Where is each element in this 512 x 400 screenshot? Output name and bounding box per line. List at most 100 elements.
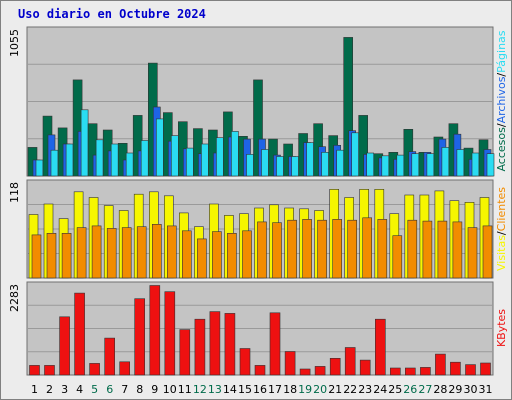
bar-clientes <box>242 230 252 279</box>
ytick-label-middle: 118 <box>8 182 21 203</box>
bar-clientes <box>136 226 147 279</box>
bar-kbytes <box>359 359 371 376</box>
bar-kbytes <box>134 298 145 376</box>
xtick-label: 11 <box>178 383 192 396</box>
bar-archivos <box>261 149 269 177</box>
bar-clientes <box>347 219 358 279</box>
bar-archivos <box>125 152 134 177</box>
bar-archivos <box>50 149 59 177</box>
xtick-label: 18 <box>283 383 297 396</box>
xtick-label: 6 <box>106 383 113 396</box>
bar-archivos <box>366 152 375 177</box>
bar-kbytes <box>465 364 476 376</box>
bar-clientes <box>182 230 192 279</box>
xtick-label: 10 <box>163 383 177 396</box>
bar-archivos <box>186 147 194 177</box>
bar-archivos <box>441 147 450 177</box>
bar-kbytes <box>179 329 191 376</box>
bar-clientes <box>437 220 448 279</box>
legend-entry: / <box>495 231 508 235</box>
bar-clientes <box>76 227 87 279</box>
xtick-label: 29 <box>448 383 462 396</box>
bar-clientes <box>452 221 463 279</box>
xtick-label: 20 <box>313 383 327 396</box>
bar-archivos <box>411 153 420 177</box>
bar-kbytes <box>389 367 401 376</box>
bar-clientes <box>407 219 418 279</box>
bar-archivos <box>35 159 44 177</box>
bar-clientes <box>31 234 42 279</box>
xtick-label: 5 <box>91 383 98 396</box>
xtick-label: 13 <box>208 383 222 396</box>
bar-kbytes <box>254 365 266 376</box>
bar-kbytes <box>420 367 431 376</box>
bar-kbytes <box>44 365 55 376</box>
bar-clientes <box>167 225 177 279</box>
bar-kbytes <box>89 363 100 376</box>
bar-clientes <box>392 235 403 279</box>
xtick-label: 4 <box>76 383 83 396</box>
bar-archivos <box>140 140 149 177</box>
bar-kbytes <box>284 351 296 376</box>
bar-archivos <box>80 109 89 177</box>
legend-entry: Visitas <box>495 235 508 271</box>
bar-clientes <box>106 228 117 279</box>
bar-clientes <box>152 224 162 279</box>
bar-clientes <box>197 238 207 279</box>
bar-archivos <box>171 135 179 177</box>
bar-kbytes <box>59 316 70 376</box>
legend-bottom: KBytes <box>495 309 508 347</box>
bar-kbytes <box>29 365 40 376</box>
bar-archivos <box>381 155 390 177</box>
bar-archivos <box>216 137 224 177</box>
bar-archivos <box>306 142 314 177</box>
bar-kbytes <box>299 368 311 376</box>
bar-archivos <box>246 154 254 177</box>
legend-top: Accesos/Archivos/Páginas <box>495 30 508 171</box>
bar-kbytes <box>239 348 251 376</box>
bar-clientes <box>121 227 132 279</box>
bar-accesos <box>358 115 369 177</box>
bar-clientes <box>212 231 222 279</box>
bar-clientes <box>332 219 343 279</box>
bar-archivos <box>156 118 164 177</box>
bar-archivos <box>276 156 284 177</box>
xtick-label: 7 <box>121 383 128 396</box>
bar-clientes <box>377 219 388 279</box>
bar-archivos <box>396 154 405 177</box>
bar-kbytes <box>314 366 326 376</box>
bar-kbytes <box>194 318 206 376</box>
bar-clientes <box>362 217 373 279</box>
bar-clientes <box>287 219 297 279</box>
bar-archivos <box>65 143 74 177</box>
bar-kbytes <box>450 361 461 376</box>
bar-archivos <box>336 149 345 177</box>
bar-archivos <box>110 143 119 177</box>
bar-kbytes <box>209 311 221 376</box>
xtick-label: 15 <box>238 383 252 396</box>
chart-title: Uso diario en Octubre 2024 <box>18 7 206 21</box>
xtick-label: 12 <box>193 383 207 396</box>
bar-clientes <box>61 233 72 279</box>
bar-kbytes <box>404 367 416 376</box>
bar-accesos <box>253 79 263 177</box>
xtick-label: 25 <box>388 383 402 396</box>
bar-kbytes <box>374 318 386 376</box>
bar-archivos <box>231 131 239 177</box>
legend-middle: Visitas/Clientes <box>495 187 508 271</box>
xtick-label: 30 <box>464 383 478 396</box>
bar-clientes <box>317 219 327 279</box>
bar-clientes <box>422 220 433 279</box>
bar-kbytes <box>329 357 341 376</box>
bar-kbytes <box>164 291 176 376</box>
bar-clientes <box>257 221 267 279</box>
bar-clientes <box>227 233 237 279</box>
bar-archivos <box>426 153 435 177</box>
legend-entry: Clientes <box>495 187 508 232</box>
xtick-label: 28 <box>433 383 447 396</box>
xtick-label: 2 <box>46 383 53 396</box>
xtick-label: 17 <box>268 383 282 396</box>
bar-clientes <box>482 225 493 279</box>
